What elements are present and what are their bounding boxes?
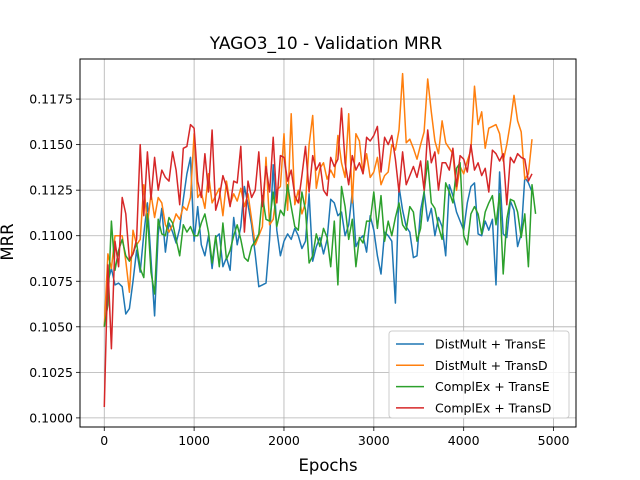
y-tick-label: 0.1025 <box>29 365 73 380</box>
x-tick-label: 2000 <box>268 433 300 448</box>
legend-label-1: DistMult + TransE <box>435 337 546 352</box>
x-axis-label: Epochs <box>298 456 357 475</box>
series-line-3 <box>103 160 537 327</box>
y-tick-label: 0.1075 <box>29 274 73 289</box>
x-tick-label: 4000 <box>448 433 480 448</box>
y-tick-label: 0.1125 <box>29 183 73 198</box>
y-tick-label: 0.1050 <box>29 319 73 334</box>
legend: DistMult + TransE DistMult + TransD ComplE… <box>388 330 570 419</box>
chart-title: YAGO3_10 - Validation MRR <box>209 34 443 54</box>
plot-frame <box>79 58 577 428</box>
x-tick-label: 0 <box>100 433 108 448</box>
y-tick-label: 0.1175 <box>29 92 73 107</box>
x-tick-label: 5000 <box>538 433 570 448</box>
y-tick-label: 0.1150 <box>29 137 73 152</box>
legend-label-3: ComplEx + TransE <box>435 379 550 394</box>
series-line-4 <box>103 107 533 408</box>
plot-series <box>103 72 537 408</box>
x-tick-label: 1000 <box>178 433 210 448</box>
x-tick-label: 3000 <box>358 433 390 448</box>
legend-label-2: DistMult + TransD <box>435 358 548 373</box>
legend-label-4: ComplEx + TransD <box>435 400 551 415</box>
legend-box <box>388 330 570 419</box>
y-tick-label: 0.1100 <box>29 228 73 243</box>
y-axis-label: MRR <box>0 223 17 260</box>
y-tick-label: 0.1000 <box>29 410 73 425</box>
axis-ticks: 0 1000 2000 3000 4000 5000 0.1000 0.1025 0.1050 0… <box>29 92 569 448</box>
